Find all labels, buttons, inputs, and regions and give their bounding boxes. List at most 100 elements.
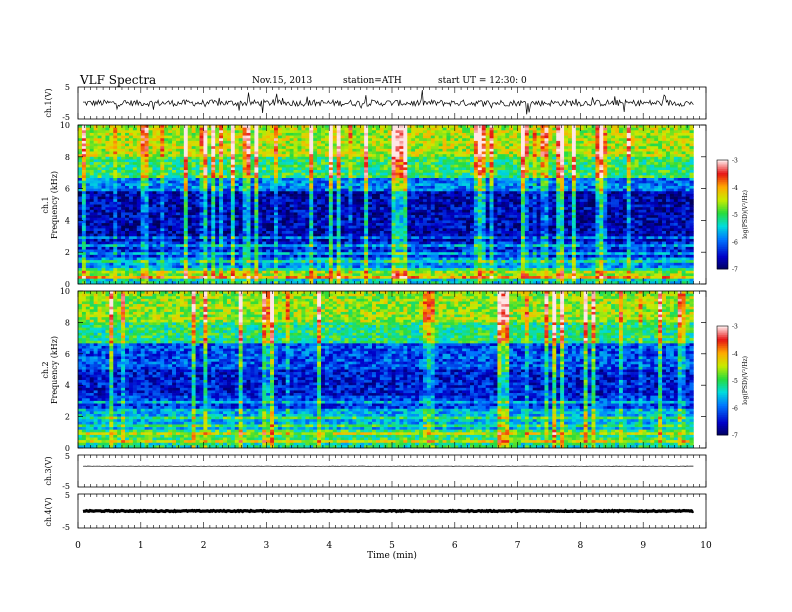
spectrogram-cell [97, 183, 102, 187]
spectrogram-cell [250, 231, 255, 234]
spectrogram-cell [328, 156, 334, 160]
spectrogram-cell [332, 273, 338, 277]
spectrogram-cell [317, 281, 322, 285]
spectrogram-cell [89, 125, 94, 128]
spectrogram-cell [168, 223, 173, 226]
spectrogram-cell [379, 223, 385, 226]
spectrogram-cell [332, 220, 338, 224]
spectrogram-cell [238, 217, 243, 221]
spectrogram-cell [250, 260, 255, 264]
spectrogram-cell [226, 220, 232, 224]
spectrogram-cell [324, 170, 330, 173]
spectrogram-cell [140, 140, 145, 144]
spectrogram-cell [89, 238, 94, 242]
spectrogram-cell [226, 180, 232, 184]
spectrogram-cell [364, 156, 369, 160]
spectrogram-cell [121, 159, 126, 163]
spectrogram-cell [128, 265, 134, 269]
spectrogram-cell [125, 180, 130, 184]
spectrogram-cell [242, 127, 247, 131]
spectrogram-cell [156, 244, 161, 248]
spectrogram-cell [266, 127, 271, 131]
spectrogram-cell [297, 254, 302, 258]
spectrogram-cell [352, 167, 357, 171]
spectrogram-cell [78, 167, 83, 171]
spectrogram-cell [274, 236, 279, 240]
spectrogram-cell [274, 164, 279, 168]
spectrogram-cell [321, 127, 326, 131]
spectrogram-cell [375, 196, 381, 200]
spectrogram-cell [321, 201, 326, 205]
spectrogram-cell [105, 162, 110, 166]
spectrogram-cell [238, 207, 243, 211]
spectrogram-cell [332, 170, 338, 173]
spectrogram-cell [274, 215, 279, 219]
spectrogram-cell [223, 257, 228, 261]
spectrogram-cell [183, 167, 189, 171]
spectrogram-cell [187, 207, 192, 211]
spectrogram-cell [226, 228, 232, 232]
spectrogram-cell [289, 156, 294, 160]
spectrogram-cell [125, 252, 130, 256]
spectrogram-cell [297, 246, 302, 250]
spectrogram-cell [317, 260, 322, 264]
spectrogram-cell [101, 201, 106, 205]
spectrogram-cell [160, 225, 165, 229]
spectrogram-cell [313, 231, 318, 234]
spectrogram-cell [258, 238, 263, 242]
spectrogram-cell [152, 151, 157, 155]
spectrogram-cell [105, 180, 110, 184]
spectrogram-cell [375, 204, 381, 208]
spectrogram-cell [121, 257, 126, 261]
spectrogram-cell [172, 281, 177, 285]
spectrogram-cell [203, 151, 208, 155]
spectrogram-cell [274, 148, 279, 152]
spectrogram-cell [352, 220, 357, 224]
spectrogram-cell [81, 164, 87, 168]
spectrogram-cell [336, 196, 341, 200]
spectrogram-cell [230, 244, 236, 248]
spectrogram-cell [203, 225, 208, 229]
spectrogram-cell [270, 196, 275, 200]
spectrogram-cell [211, 273, 216, 277]
spectrogram-cell [274, 276, 279, 279]
spectrogram-cell [187, 127, 192, 131]
spectrogram-cell [128, 281, 134, 285]
spectrogram-cell [219, 159, 224, 163]
spectrogram-cell [148, 254, 153, 258]
spectrogram-cell [179, 254, 185, 258]
spectrogram-cell [238, 254, 243, 258]
spectrogram-cell [360, 254, 365, 258]
spectrogram-cell [179, 238, 185, 242]
spectrogram-cell [336, 156, 341, 160]
spectrogram-cell [85, 183, 91, 187]
spectrogram-cell [183, 262, 189, 266]
spectrogram-cell [360, 154, 365, 158]
spectrogram-cell [274, 241, 279, 245]
spectrogram-cell [356, 223, 361, 226]
spectrogram-cell [125, 246, 130, 250]
spectrogram-cell [179, 156, 185, 160]
spectrogram-cell [277, 241, 283, 245]
spectrogram-cell [160, 257, 165, 261]
spectrogram-cell [226, 143, 232, 147]
spectrogram-cell [183, 183, 189, 187]
spectrogram-cell [258, 212, 263, 216]
spectrogram-cell [85, 196, 91, 200]
spectrogram-cell [226, 262, 232, 266]
spectrogram-cell [368, 180, 373, 184]
spectrogram-cell [152, 270, 157, 274]
spectrogram-cell [324, 178, 330, 181]
spectrogram-cell [105, 183, 110, 187]
spectrogram-cell [309, 278, 314, 282]
spectrogram-cell [97, 265, 102, 269]
spectrogram-cell [195, 246, 200, 250]
spectrogram-cell [101, 246, 106, 250]
spectrogram-cell [191, 180, 196, 184]
spectrogram-cell [242, 223, 247, 226]
spectrogram-cell [242, 130, 247, 134]
spectrogram-cell [105, 143, 110, 147]
spectrogram-cell [136, 265, 142, 269]
spectrogram-cell [340, 132, 345, 136]
spectrogram-cell [348, 254, 353, 258]
